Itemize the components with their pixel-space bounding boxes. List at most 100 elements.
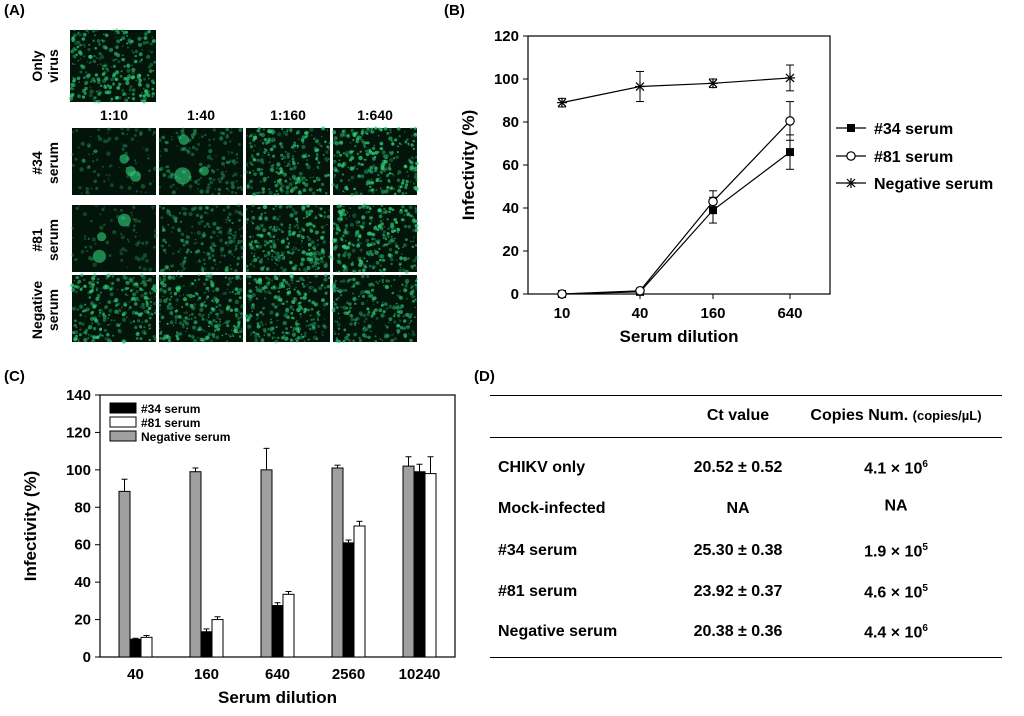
fluorescence-speck bbox=[385, 153, 390, 158]
fluorescence-speck bbox=[312, 326, 316, 331]
fluorescence-speck bbox=[132, 320, 136, 323]
fluorescence-speck bbox=[237, 316, 241, 320]
fluorescence-speck bbox=[122, 32, 126, 35]
fluorescence-speck bbox=[333, 301, 335, 303]
fluorescence-speck bbox=[144, 89, 148, 93]
fluorescence-speck bbox=[262, 190, 266, 193]
micrograph-tile bbox=[244, 126, 331, 197]
fluorescence-speck bbox=[264, 138, 267, 141]
fluorescence-speck bbox=[226, 205, 231, 210]
fluorescence-speck bbox=[319, 260, 321, 263]
fluorescence-speck bbox=[358, 322, 360, 324]
fluorescence-speck bbox=[225, 127, 229, 132]
fluorescence-speck bbox=[71, 306, 77, 311]
fluorescence-speck bbox=[294, 185, 298, 190]
fluorescence-speck bbox=[289, 230, 291, 233]
fluorescence-speck bbox=[183, 256, 187, 260]
fluorescence-speck bbox=[170, 311, 173, 315]
fluorescence-speck bbox=[285, 190, 290, 195]
fluorescence-speck bbox=[235, 312, 238, 315]
fluorescence-speck bbox=[176, 275, 178, 277]
fluorescence-speck bbox=[297, 291, 302, 296]
fluorescence-speck bbox=[335, 224, 339, 228]
fluorescence-speck bbox=[77, 94, 81, 99]
fluorescence-speck bbox=[193, 303, 197, 306]
fluorescence-speck bbox=[411, 245, 415, 249]
fluorescence-speck bbox=[236, 157, 239, 160]
fluorescence-speck bbox=[378, 269, 381, 272]
x-tick-label: 40 bbox=[127, 666, 144, 683]
fluorescence-speck bbox=[197, 221, 202, 226]
fluorescence-speck bbox=[83, 55, 86, 58]
fluorescence-speck bbox=[79, 313, 83, 317]
fluorescence-speck bbox=[399, 263, 402, 266]
fluorescence-speck bbox=[404, 183, 409, 187]
fluorescence-speck bbox=[308, 222, 312, 226]
fluorescence-speck bbox=[229, 140, 232, 143]
fluorescence-speck bbox=[320, 190, 322, 193]
fluorescence-speck bbox=[302, 217, 305, 220]
fluorescence-speck bbox=[304, 293, 308, 296]
fluorescence-speck bbox=[299, 335, 302, 337]
fluorescence-speck bbox=[406, 170, 409, 173]
fluorescence-speck bbox=[372, 164, 376, 167]
fluorescence-speck bbox=[153, 236, 156, 238]
fluorescence-speck bbox=[378, 214, 383, 219]
fluorescence-speck bbox=[106, 338, 111, 343]
bar-group-item bbox=[413, 463, 426, 658]
fluorescence-speck bbox=[164, 148, 169, 153]
fluorescence-speck bbox=[88, 55, 90, 57]
fluorescence-speck bbox=[104, 76, 109, 81]
fluorescence-speck bbox=[355, 281, 360, 286]
fluorescence-speck bbox=[390, 235, 393, 238]
fluorescence-speck bbox=[407, 175, 410, 177]
fluorescence-speck bbox=[212, 221, 217, 226]
fluorescence-speck bbox=[339, 204, 343, 208]
fluorescence-speck bbox=[238, 311, 241, 313]
fluorescence-speck bbox=[378, 225, 381, 229]
fluorescence-speck bbox=[322, 154, 325, 156]
fluorescence-speck bbox=[410, 286, 413, 289]
fluorescence-speck bbox=[412, 268, 414, 270]
fluorescence-speck bbox=[123, 303, 127, 307]
fluorescence-speck bbox=[335, 226, 341, 231]
fluorescence-speck bbox=[413, 157, 415, 159]
fluorescence-speck bbox=[288, 287, 291, 290]
fluorescence-speck bbox=[360, 139, 365, 143]
fluorescence-speck bbox=[323, 325, 328, 330]
fluorescence-speck bbox=[114, 309, 119, 314]
fluorescence-speck bbox=[274, 204, 278, 208]
fluorescence-speck bbox=[181, 206, 186, 211]
fluorescence-speck bbox=[298, 171, 303, 176]
fluorescence-speck bbox=[101, 287, 103, 290]
fluorescence-speck bbox=[219, 247, 225, 252]
fluorescence-speck bbox=[227, 150, 230, 153]
fluorescence-speck bbox=[272, 163, 275, 167]
fluorescence-speck bbox=[78, 205, 81, 207]
fluorescence-speck bbox=[314, 258, 318, 262]
fluorescence-speck bbox=[278, 287, 281, 290]
fluorescence-speck bbox=[308, 248, 311, 251]
y-tick-label: 20 bbox=[502, 243, 519, 260]
fluorescence-speck bbox=[306, 165, 311, 170]
fluorescence-speck bbox=[287, 162, 290, 165]
fluorescence-speck bbox=[296, 217, 298, 219]
marker-stroke bbox=[708, 78, 718, 88]
fluorescence-speck bbox=[286, 245, 290, 249]
fluorescence-speck bbox=[387, 227, 390, 230]
fluorescence-speck bbox=[258, 244, 263, 249]
fluorescence-speck bbox=[240, 255, 244, 259]
fluorescence-speck bbox=[396, 228, 401, 232]
fluorescence-speck bbox=[119, 323, 122, 325]
fluorescence-speck bbox=[300, 333, 303, 336]
fluorescence-speck bbox=[101, 67, 105, 71]
fluorescence-speck bbox=[318, 213, 320, 216]
fluorescence-speck bbox=[343, 212, 347, 217]
fluorescence-speck bbox=[362, 333, 367, 338]
fluorescence-speck bbox=[337, 255, 341, 259]
legend-label: #34 serum bbox=[874, 121, 953, 138]
table-header-ct: Ct value bbox=[706, 407, 770, 424]
fluorescence-speck bbox=[260, 258, 263, 261]
fluorescence-speck bbox=[399, 187, 401, 189]
fluorescence-speck bbox=[282, 155, 287, 160]
